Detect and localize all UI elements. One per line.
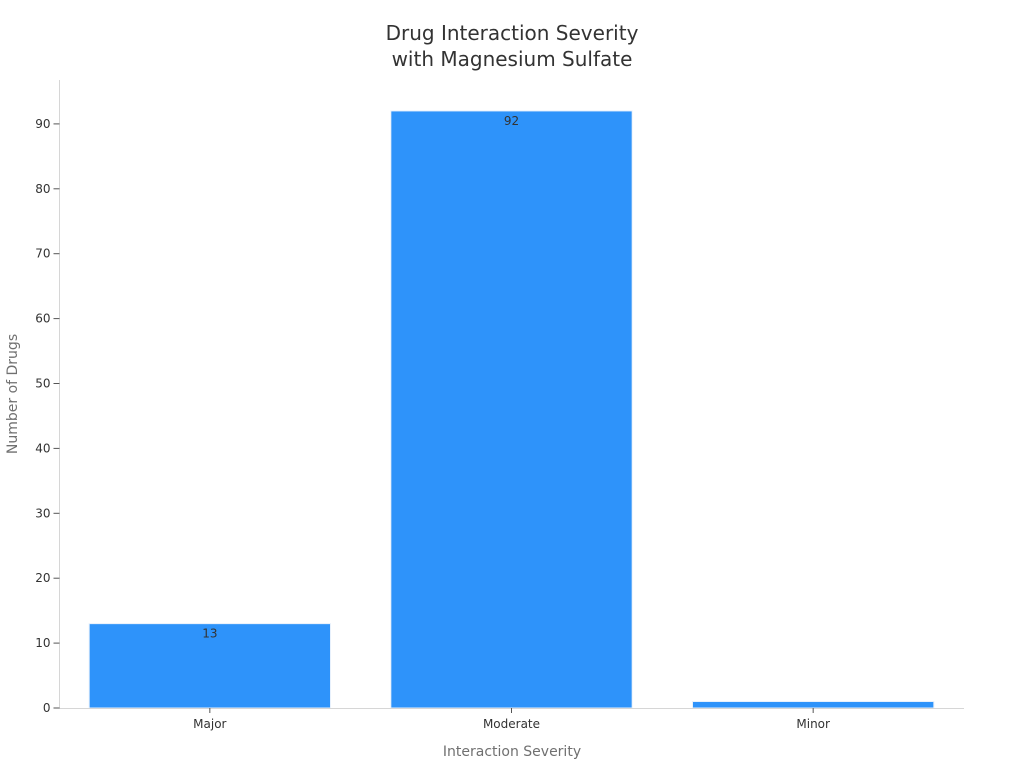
- y-tick-label: 10: [35, 636, 50, 650]
- x-tick-label: Moderate: [483, 717, 540, 731]
- y-tick-label: 0: [43, 701, 51, 715]
- chart-title-line-1: Drug Interaction Severity: [386, 21, 639, 45]
- y-tick-label: 80: [35, 182, 50, 196]
- y-tick-label: 30: [35, 506, 50, 520]
- y-tick-label: 90: [35, 117, 50, 131]
- x-tick-label: Minor: [796, 717, 830, 731]
- y-tick-label: 60: [35, 312, 50, 326]
- plot-area: [88, 110, 935, 709]
- data-label-moderate: 92: [504, 114, 519, 128]
- bar-major: [88, 623, 331, 709]
- y-tick-label: 40: [35, 441, 50, 455]
- y-axis-title: Number of Drugs: [5, 334, 21, 454]
- bar-minor: [692, 701, 935, 709]
- x-axis-title: Interaction Severity: [443, 744, 581, 760]
- x-tick-label: Major: [193, 717, 226, 731]
- bar-moderate: [390, 110, 633, 709]
- y-tick-label: 20: [35, 571, 50, 585]
- chart-title-line-2: with Magnesium Sulfate: [392, 47, 633, 71]
- y-tick-label: 50: [35, 377, 50, 391]
- y-tick-label: 70: [35, 247, 50, 261]
- data-label-major: 13: [202, 627, 217, 641]
